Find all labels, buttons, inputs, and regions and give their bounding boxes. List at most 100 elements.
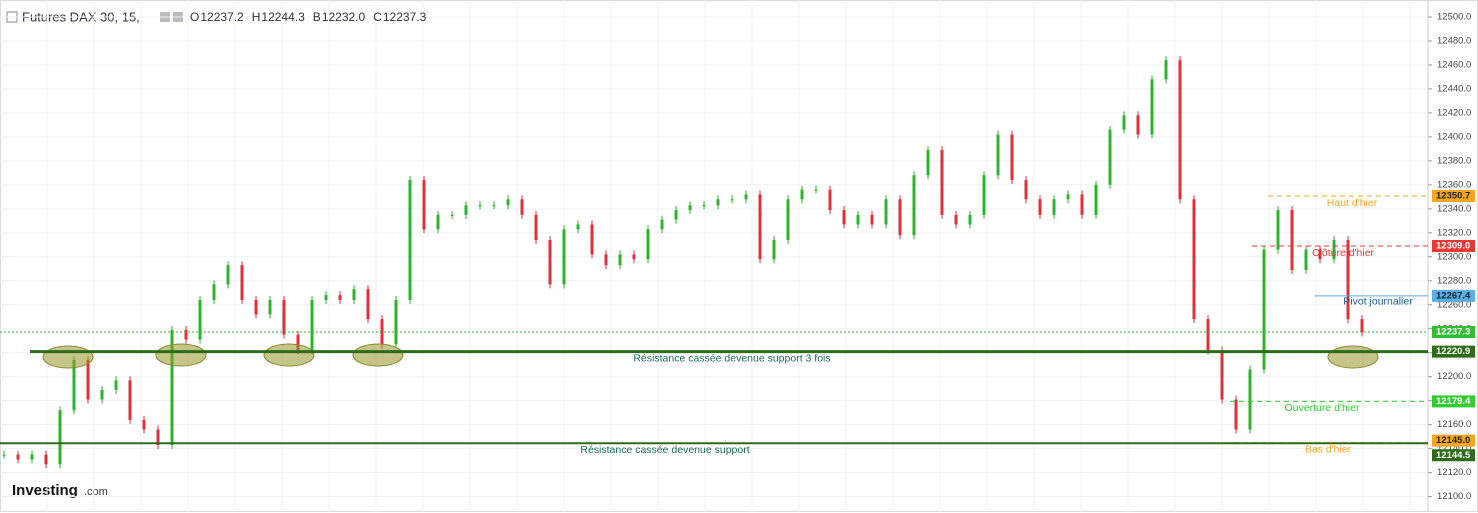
candle <box>1052 199 1056 215</box>
highlight <box>42 345 94 369</box>
candle <box>1080 194 1084 215</box>
candle <box>324 295 328 300</box>
logo: Investing <box>12 482 78 499</box>
candle <box>1164 60 1168 80</box>
candle <box>548 240 552 285</box>
y-tick-label: 12440.0 <box>1437 83 1471 94</box>
candle <box>660 219 664 230</box>
candle <box>128 380 132 420</box>
candle <box>1332 240 1336 260</box>
candle <box>198 299 202 340</box>
candle <box>1346 240 1350 320</box>
candle <box>394 299 398 345</box>
y-tick-label: 12420.0 <box>1437 107 1471 118</box>
price-label-bg <box>1432 345 1475 358</box>
candle <box>618 254 622 266</box>
candle <box>912 175 916 236</box>
candle <box>1136 115 1140 135</box>
legend-value: 12232.0 <box>322 10 366 24</box>
price-label: 12179.4 <box>1436 396 1471 407</box>
candle <box>1010 134 1014 181</box>
price-label: 12309.0 <box>1436 241 1470 252</box>
y-tick-label: 12320.0 <box>1437 227 1471 238</box>
candle <box>16 454 20 460</box>
y-tick-label: 12340.0 <box>1437 203 1471 214</box>
candle <box>254 299 258 315</box>
candle <box>814 189 818 191</box>
candle <box>422 180 426 230</box>
candle <box>688 205 692 211</box>
candle <box>282 299 286 335</box>
y-tick-label: 12400.0 <box>1437 131 1471 142</box>
legend-label: C <box>373 10 382 24</box>
candle <box>296 334 300 351</box>
level-name: Résistance cassée devenue support <box>580 444 749 456</box>
candle <box>44 454 48 465</box>
candle <box>856 214 860 225</box>
y-tick-label: 12480.0 <box>1437 35 1471 46</box>
y-tick-label: 12500.0 <box>1437 12 1471 23</box>
legend-label: H <box>252 10 261 24</box>
candle <box>506 199 510 206</box>
candle <box>1262 249 1266 370</box>
price-label-bg <box>1432 434 1475 447</box>
candle <box>310 299 314 351</box>
candle <box>1304 249 1308 270</box>
candle <box>1220 350 1224 400</box>
y-tick-label: 12280.0 <box>1437 275 1471 286</box>
candle <box>2 454 6 456</box>
legend-value: 12237.2 <box>200 10 244 24</box>
highlight <box>155 343 207 367</box>
y-tick-label: 12160.0 <box>1437 419 1471 430</box>
y-tick-label: 12140.0 <box>1437 443 1471 454</box>
candle <box>478 205 482 207</box>
candle <box>450 214 454 216</box>
candle <box>1094 184 1098 215</box>
candle <box>800 189 804 200</box>
level-name: Ouverture d'hier <box>1285 402 1360 414</box>
candle <box>1234 399 1238 430</box>
candle <box>408 180 412 300</box>
y-tick-label: 12120.0 <box>1437 467 1471 478</box>
candle <box>1038 199 1042 215</box>
legend-label: B <box>313 10 321 24</box>
candle <box>1192 199 1196 320</box>
candle <box>842 210 846 225</box>
price-label: 12220.9 <box>1436 346 1470 357</box>
highlight <box>263 343 315 367</box>
level-name: Haut d'hier <box>1327 197 1378 209</box>
candle <box>604 254 608 266</box>
candle <box>226 265 230 285</box>
candle <box>940 150 944 215</box>
candle <box>576 224 580 230</box>
candle <box>142 419 146 430</box>
highlight <box>352 343 404 367</box>
highlight <box>1327 345 1379 369</box>
candle <box>338 295 342 300</box>
candle <box>702 205 706 207</box>
candle <box>464 205 468 215</box>
candle <box>268 299 272 315</box>
level-name: Bas d'hier <box>1305 443 1352 455</box>
y-tick-label: 12460.0 <box>1437 59 1471 70</box>
price-label: 12144.5 <box>1436 450 1471 461</box>
candle <box>1360 319 1364 333</box>
candle <box>1290 210 1294 270</box>
candle <box>632 254 636 260</box>
candle <box>786 199 790 241</box>
candle <box>436 214 440 230</box>
candle <box>534 214 538 241</box>
level-name: Résistance cassée devenue support 3 fois <box>633 352 830 364</box>
price-label-bg <box>1432 395 1475 408</box>
price-label-bg <box>1432 190 1475 203</box>
candle <box>884 199 888 225</box>
candle <box>982 175 986 215</box>
candle <box>954 214 958 225</box>
candle <box>828 189 832 211</box>
price-label-bg <box>1432 325 1475 338</box>
candle <box>1122 115 1126 130</box>
y-tick-label: 12300.0 <box>1437 251 1471 262</box>
candle <box>716 199 720 206</box>
legend-label: O <box>190 10 199 24</box>
